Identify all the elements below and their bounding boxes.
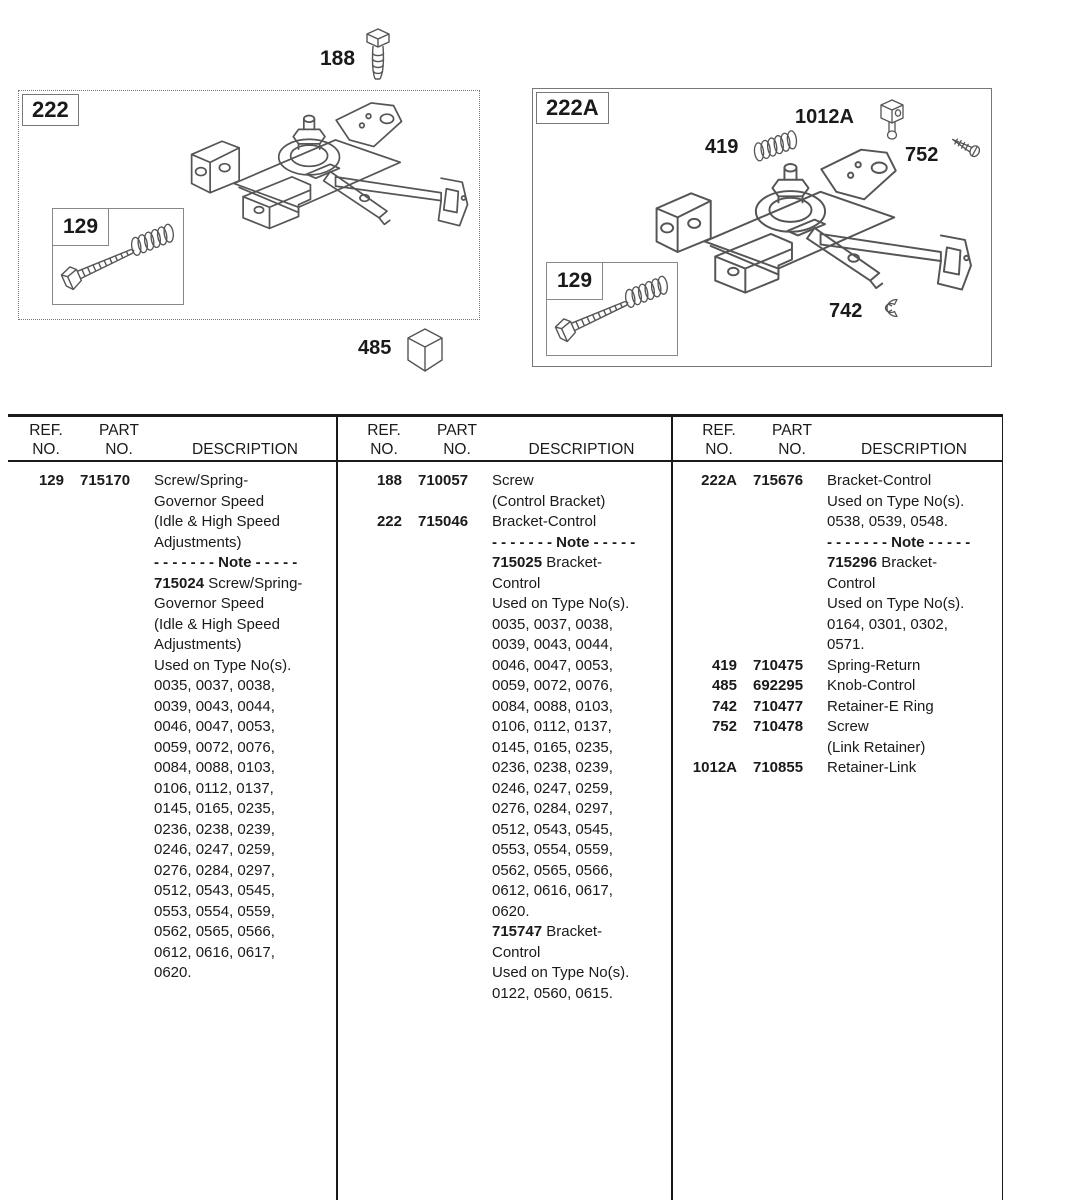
control-knob-cube-icon	[407, 328, 443, 372]
part-ref-no: 222	[376, 513, 402, 530]
part-description: Screw (Control Bracket)	[492, 472, 606, 510]
inset-box-129-label: 129	[547, 263, 604, 300]
parts-entry: 129 715170 Screw/Spring- Governor Speed (Idl…	[8, 471, 336, 984]
part-no: 715676	[753, 472, 804, 489]
parts-column-2: 188 710057 Screw (Control Bracket) 222 715046…	[346, 471, 671, 1004]
part-description: Spring-Return	[827, 656, 921, 674]
part-description: Bracket-Control - - - - - - - Note - - - …	[492, 513, 636, 1002]
column-divider	[671, 414, 673, 1200]
part-description: Retainer-Link	[827, 759, 917, 776]
part-ref-no: 129	[38, 472, 64, 489]
header-description: DESCRIPTION	[192, 441, 298, 458]
part-no: 710477	[753, 697, 804, 715]
part-description: Retainer-E Ring	[827, 697, 934, 715]
header-part-no: PART NO.	[99, 422, 139, 458]
parts-column-1: 129 715170 Screw/Spring- Governor Speed (Idl…	[8, 471, 336, 984]
inset-box-129-label: 129	[53, 209, 110, 246]
column-divider	[336, 414, 338, 1200]
part-number-label-419: 419	[705, 136, 739, 158]
part-number-label-752: 752	[905, 144, 939, 166]
header-description: DESCRIPTION	[528, 441, 635, 458]
diagram-box-222a-label: 222A	[536, 92, 609, 125]
part-no: 715046	[418, 513, 469, 530]
table-header: REF. NO. PART NO. DESCRIPTION	[8, 421, 336, 459]
control-bracket-assembly-drawing	[190, 102, 469, 230]
control-bracket-assembly-drawing	[655, 148, 972, 294]
part-ref-no: 1012A	[692, 759, 737, 776]
parts-entry: 419 710475 Spring-Return	[681, 656, 1001, 677]
header-description: DESCRIPTION	[861, 441, 967, 458]
part-ref-no: 188	[376, 472, 402, 489]
part-number-label-485: 485	[358, 337, 392, 359]
hex-screw-icon	[366, 28, 390, 80]
table-header-rule	[8, 460, 1003, 462]
table-header: REF. NO. PART NO. DESCRIPTION	[681, 421, 1001, 459]
hex-bolt-icon	[59, 239, 139, 293]
diagram-box-222a: 222A 419 1012A 752 742	[532, 88, 992, 367]
part-description: Screw (Link Retainer)	[827, 718, 926, 756]
parts-entry: 188 710057 Screw (Control Bracket)	[346, 471, 671, 512]
part-description: Knob-Control	[827, 677, 916, 694]
column-divider	[1001, 414, 1003, 1200]
e-ring-icon	[884, 298, 898, 318]
part-ref-no: 752	[711, 718, 737, 735]
header-part-no: PART NO.	[437, 422, 477, 458]
header-ref-no: REF. NO.	[367, 422, 401, 458]
header-part-no: PART NO.	[772, 422, 812, 458]
part-no: 692295	[753, 677, 804, 694]
diagram-box-222-label: 222	[22, 94, 79, 127]
parts-entry: 222A 715676 Bracket-Control Used on Type No…	[681, 471, 1001, 656]
part-no: 710478	[753, 718, 804, 735]
part-description: Screw/Spring- Governor Speed (Idle & High …	[154, 472, 303, 981]
parts-entry: 742 710477 Retainer-E Ring	[681, 697, 1001, 718]
part-no: 715170	[80, 472, 131, 489]
diagram-box-222: 222 129	[18, 90, 480, 320]
parts-entry: 752 710478 Screw (Link Retainer)	[681, 717, 1001, 758]
part-description: Bracket-Control Used on Type No(s). 0538, …	[827, 472, 971, 653]
part-ref-no: 485	[711, 677, 737, 694]
part-no: 710057	[418, 472, 469, 489]
small-screw-icon	[951, 138, 981, 158]
link-retainer-cube-icon	[880, 99, 904, 140]
parts-entry: 1012A 710855 Retainer-Link	[681, 758, 1001, 779]
parts-column-3: 222A 715676 Bracket-Control Used on Type No…	[681, 471, 1001, 779]
part-no: 710855	[753, 759, 804, 776]
part-number-label-1012a: 1012A	[795, 106, 854, 128]
table-header: REF. NO. PART NO. DESCRIPTION	[346, 421, 671, 459]
header-ref-no: REF. NO.	[702, 422, 736, 458]
part-no: 710475	[753, 656, 804, 674]
part-ref-no: 742	[711, 697, 737, 715]
part-ref-no: 419	[711, 656, 737, 674]
part-number-label-188: 188	[320, 47, 356, 70]
parts-entry: 222 715046 Bracket-Control - - - - - - - No…	[346, 512, 671, 1004]
table-top-rule	[8, 414, 1003, 417]
part-ref-no: 222A	[701, 472, 737, 489]
inset-box-129: 129	[52, 208, 184, 305]
inset-box-129: 129	[546, 262, 678, 356]
header-ref-no: REF. NO.	[29, 422, 63, 458]
part-number-label-742: 742	[829, 300, 863, 322]
parts-entry: 485 692295 Knob-Control	[681, 676, 1001, 697]
